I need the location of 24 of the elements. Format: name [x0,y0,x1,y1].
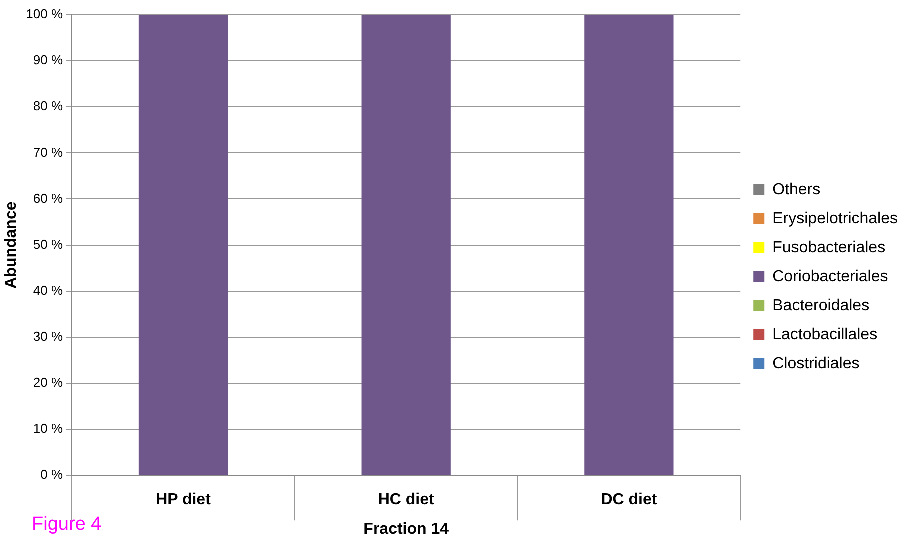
x-tick-label: DC diet [601,492,658,509]
legend-label: Lactobacillales [772,326,878,344]
legend-label: Fusobacteriales [772,239,886,256]
y-tick-label: 80 % [33,98,64,114]
y-tick-label: 50 % [33,236,64,252]
y-tick-label: 70 % [33,144,64,160]
x-axis-title: Fraction 14 [364,520,450,538]
y-tick-label: 10 % [33,421,64,436]
legend-label: Erysipelotrichales [772,210,898,228]
legend-label: Clostridiales [772,355,860,372]
y-tick-label: 60 % [33,190,64,206]
legend-label: Coriobacteriales [772,268,888,286]
y-axis-title: Abundance [3,202,20,289]
y-tick-label: 0 % [40,467,64,482]
y-tick-label: 40 % [33,282,64,298]
legend-label: Bacteroidales [772,297,870,314]
legend-label: Others [772,181,821,198]
y-tick-label: 100 % [26,6,64,22]
y-tick-label: 30 % [33,329,64,344]
x-tick-label: HC diet [378,492,436,509]
y-tick-label: 20 % [33,375,64,390]
y-tick-label: 90 % [33,52,64,68]
x-tick-label: HP diet [156,492,212,509]
caption: Figure 4 [32,514,102,536]
